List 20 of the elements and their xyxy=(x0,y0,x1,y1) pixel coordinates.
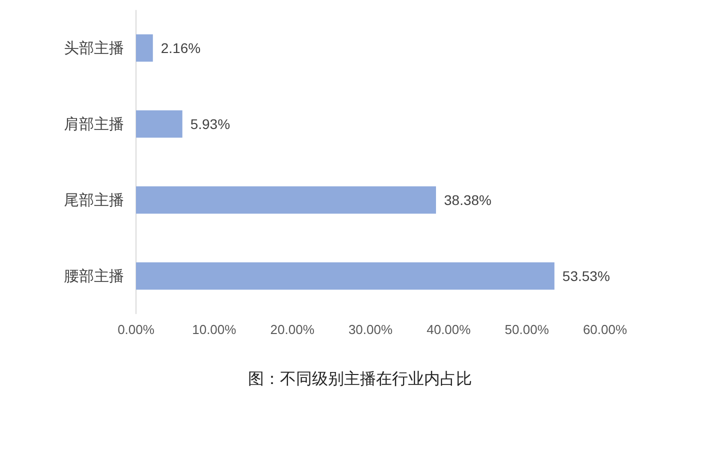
text: 图：不同级别主播在行业内占比 xyxy=(248,370,472,388)
x-tick-label: 30.00% xyxy=(348,322,393,337)
bar xyxy=(136,186,436,214)
x-tick-label: 0.00% xyxy=(118,322,155,337)
data-label: 5.93% xyxy=(190,116,230,132)
x-tick-label: 50.00% xyxy=(504,322,550,337)
data-label: 38.38% xyxy=(444,192,492,208)
y-tick-label: 肩部主播 xyxy=(64,116,124,133)
y-tick-label: 腰部主播 xyxy=(64,268,124,285)
y-tick-label: 尾部主播 xyxy=(64,192,124,209)
data-label: 53.53% xyxy=(562,268,610,284)
x-tick-label: 20.00% xyxy=(270,322,315,337)
x-tick-label: 60.00% xyxy=(582,322,628,337)
bar xyxy=(136,34,153,62)
x-tick-label: 10.00% xyxy=(192,322,237,337)
x-tick-label: 40.00% xyxy=(426,322,472,337)
bar xyxy=(136,110,182,138)
y-tick-label: 头部主播 xyxy=(64,40,124,57)
data-label: 2.16% xyxy=(160,40,201,56)
bar xyxy=(136,262,554,290)
